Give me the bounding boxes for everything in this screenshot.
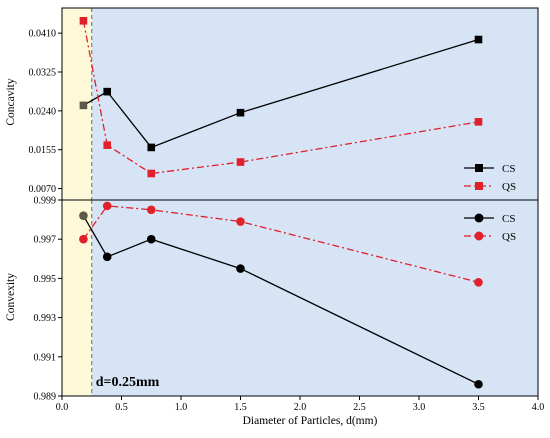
threshold-annotation: d=0.25mm <box>96 375 160 390</box>
data-point-qs <box>79 17 88 25</box>
y-tick-label: 0.0155 <box>29 145 57 156</box>
data-point-cs <box>236 264 245 273</box>
data-point-cs <box>474 35 483 44</box>
data-point-cs <box>102 252 112 262</box>
data-point-qs <box>79 234 88 244</box>
plot-frame <box>61 199 539 397</box>
x-axis-title: Diameter of Particles, d(mm) <box>243 415 378 427</box>
x-tick-label: 3.5 <box>472 402 485 413</box>
data-point-qs <box>147 169 156 178</box>
data-point-qs <box>146 205 156 215</box>
data-point-qs <box>102 201 112 211</box>
y-tick-label: 0.991 <box>34 352 57 363</box>
concavity-axis-title: Concavity <box>5 78 17 126</box>
legend-marker-qs <box>474 231 484 241</box>
y-tick-label: 0.993 <box>34 313 57 324</box>
x-tick-label: 3.0 <box>413 402 426 413</box>
data-point-qs <box>236 158 245 166</box>
concavity-panel: 0.0070 0.0155 0.0240 0.0325 0.0410 CS QS <box>29 7 539 204</box>
x-tick-label: 0.5 <box>115 402 128 413</box>
x-tick-label: 2.0 <box>294 402 307 413</box>
data-point-cs <box>236 108 245 117</box>
legend-label-cs: CS <box>502 163 515 175</box>
convexity-axis-title: Convexity <box>5 273 17 321</box>
legend-marker-cs <box>474 213 484 223</box>
data-point-cs <box>79 101 88 110</box>
data-point-cs <box>146 234 156 244</box>
y-tick-label: 0.0070 <box>29 184 57 195</box>
data-point-qs <box>236 217 245 226</box>
data-point-cs <box>79 211 88 220</box>
y-tick-label: 0.0240 <box>29 106 57 117</box>
fine-particle-region <box>62 8 92 200</box>
legend-label-qs: QS <box>502 231 516 243</box>
x-tick-label: 0.0 <box>56 402 69 413</box>
legend-label-cs: CS <box>502 213 515 225</box>
data-point-qs <box>474 118 483 126</box>
coarse-particle-region <box>91 200 538 396</box>
legend-marker-qs <box>475 182 483 190</box>
x-tick-label: 4.0 <box>532 402 545 413</box>
x-tick-label: 1.5 <box>234 402 247 413</box>
x-tick-label: 2.5 <box>353 402 366 413</box>
y-tick-label: 0.989 <box>34 392 57 403</box>
convexity-panel: 0.989 0.991 0.993 0.995 0.997 0.999 0.0 0.5 1.0 1… <box>34 196 545 414</box>
legend-marker-cs <box>475 164 483 172</box>
data-point-qs <box>474 278 483 287</box>
y-tick-label: 0.997 <box>34 235 57 246</box>
y-tick-label: 0.999 <box>34 196 57 207</box>
series-line-qs <box>82 20 479 175</box>
fine-particle-region <box>62 200 92 396</box>
data-point-qs <box>103 141 112 149</box>
data-point-cs <box>103 87 112 96</box>
data-point-cs <box>147 143 156 152</box>
x-tick-label: 1.0 <box>175 402 188 413</box>
coarse-particle-region <box>91 8 538 200</box>
legend-label-qs: QS <box>502 181 516 193</box>
data-point-cs <box>474 379 483 389</box>
y-tick-label: 0.995 <box>34 274 57 285</box>
y-tick-label: 0.0325 <box>29 68 57 79</box>
y-tick-label: 0.0410 <box>29 29 57 40</box>
